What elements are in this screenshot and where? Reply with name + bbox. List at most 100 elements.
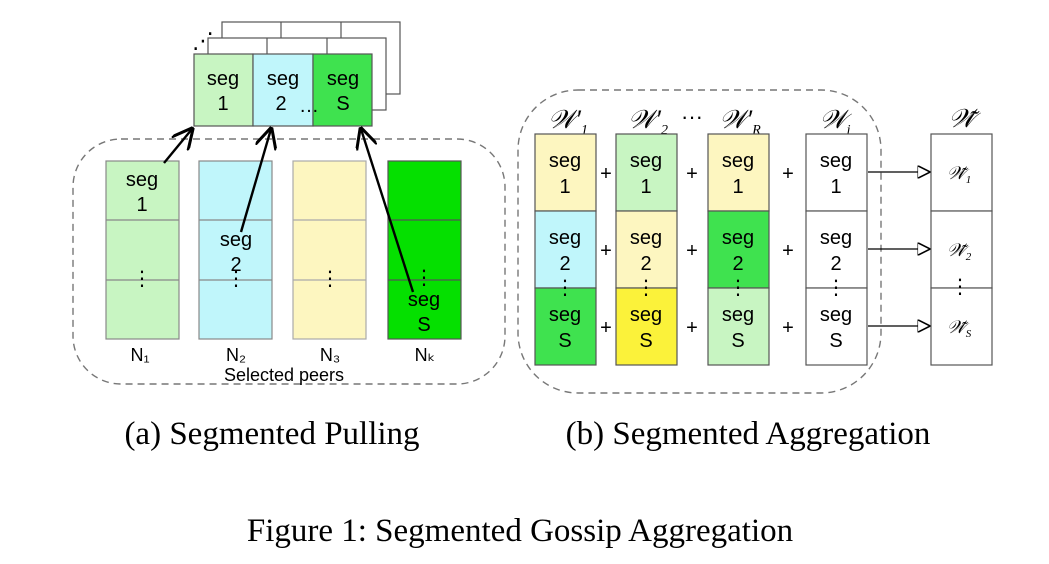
peer-column-n3: ⋮: [292, 160, 367, 340]
cell-seg-index: 1: [830, 176, 841, 198]
cell-r1-c2: [615, 133, 678, 212]
result-w-tilde-1: 𝒲̃1: [947, 163, 971, 186]
vertical-dots: ⋮: [226, 268, 246, 290]
header-w-i: 𝒲i: [819, 105, 852, 138]
cell-seg-index: 2: [559, 253, 570, 275]
figure-caption: Figure 1: Segmented Gossip Aggregation: [247, 513, 793, 549]
cell-r2-c3: [707, 210, 770, 289]
cell-r3-c1: [534, 287, 597, 366]
vertical-dots: ⋮: [826, 277, 846, 299]
cell-seg-index: 2: [830, 253, 841, 275]
pull-arrow-seg1: [163, 129, 192, 164]
cell-r1-c4: [805, 133, 868, 212]
pulled-seg-index: 1: [217, 93, 228, 115]
cell-seg-index: S: [639, 330, 652, 352]
plus-sign: +: [600, 240, 612, 262]
stack-ellipsis: ⋰: [192, 28, 214, 53]
result-cell-1: [930, 133, 993, 212]
pulled-seg-index: S: [336, 93, 349, 115]
cell-seg-label: seg: [820, 150, 852, 172]
peer-seg-label: seg: [220, 229, 252, 251]
header-w-tilde: 𝒲̃: [948, 104, 981, 133]
header-w-prime-2: 𝒲′2: [628, 105, 668, 138]
cell-texts: seg 1 seg 1 seg 1 seg 1 seg 2 seg 2 seg …: [549, 150, 852, 352]
panel-a-segmented-pulling: ⋰ seg 1 seg 2 … seg S seg 1 ⋮: [72, 21, 506, 452]
pulled-seg-index: 2: [275, 93, 286, 115]
vertical-dots: ⋮: [132, 268, 152, 290]
cell-seg-index: S: [558, 330, 571, 352]
peer-column-n1: seg 1 ⋮: [105, 160, 180, 340]
cell-r3-c3: [707, 287, 770, 366]
result-w-tilde-2: 𝒲̃2: [947, 240, 972, 263]
plus-sign: +: [782, 163, 794, 185]
result-arrows: [868, 172, 929, 326]
vertical-dots: ⋮: [636, 277, 656, 299]
peer-seg-index: 2: [230, 254, 241, 276]
panel-b-segmented-aggregation: 𝒲′1 𝒲′2 ··· 𝒲′R 𝒲i 𝒲̃: [517, 89, 993, 452]
cell-seg-label: seg: [630, 227, 662, 249]
peer-seg-label: seg: [126, 169, 158, 191]
cell-seg-label: seg: [549, 304, 581, 326]
cell-r1-c1: [534, 133, 597, 212]
plus-sign: +: [686, 163, 698, 185]
cell-r3-c2: [615, 287, 678, 366]
cell-seg-label: seg: [722, 227, 754, 249]
pulled-segment-s: [312, 53, 373, 127]
pulled-ellipsis: …: [299, 95, 319, 117]
cell-seg-index: 2: [732, 253, 743, 275]
panel-a-caption: (a) Segmented Pulling: [124, 416, 419, 452]
cell-seg-label: seg: [630, 304, 662, 326]
peer-label-n1: N₁: [130, 345, 149, 365]
cell-r2-c4: [805, 210, 868, 289]
result-cell-3: [930, 287, 993, 366]
peer-seg-index: 1: [136, 194, 147, 216]
cell-seg-index: 2: [640, 253, 651, 275]
cell-seg-index: 1: [732, 176, 743, 198]
panel-b-caption: (b) Segmented Aggregation: [566, 416, 931, 452]
plus-sign: +: [782, 240, 794, 262]
cell-r3-c4: [805, 287, 868, 366]
peer-columns: seg 1 ⋮ seg 2 ⋮ ⋮: [105, 160, 462, 340]
peer-label-n2: N₂: [226, 345, 246, 365]
cell-r1-c3: [707, 133, 770, 212]
result-w-tilde-s: 𝒲̃S: [947, 317, 972, 340]
header-w-prime-1: 𝒲′1: [548, 105, 588, 138]
pull-arrow-segs: [361, 129, 415, 293]
peer-label-n3: N₃: [320, 345, 340, 365]
peer-label-nk: Nₖ: [415, 345, 436, 365]
pulled-seg-label: seg: [267, 68, 299, 90]
vertical-dots: ⋮: [555, 277, 575, 299]
cell-seg-label: seg: [722, 150, 754, 172]
cell-seg-label: seg: [820, 304, 852, 326]
pulled-segment-2: [252, 53, 314, 127]
vertical-dots: ⋮: [414, 267, 434, 289]
plus-sign: +: [686, 317, 698, 339]
aggregation-grid: [534, 133, 993, 366]
cell-seg-label: seg: [722, 304, 754, 326]
pulled-model: seg 1 seg 2 … seg S: [193, 53, 373, 127]
cell-seg-index: S: [829, 330, 842, 352]
plus-sign: +: [686, 240, 698, 262]
cell-seg-index: S: [731, 330, 744, 352]
peer-seg-index: S: [417, 314, 430, 336]
result-texts: 𝒲̃1 𝒲̃2 ⋮ 𝒲̃S: [947, 163, 972, 340]
vertical-dots: ⋮: [320, 268, 340, 290]
header-w-prime-r: 𝒲′R: [719, 105, 761, 138]
cell-seg-index: 1: [640, 176, 651, 198]
cell-seg-label: seg: [549, 227, 581, 249]
plus-sign: +: [600, 163, 612, 185]
pulled-seg-label: seg: [327, 68, 359, 90]
result-cell-2: [930, 210, 993, 289]
plus-sign: +: [782, 317, 794, 339]
cell-r2-c1: [534, 210, 597, 289]
cell-seg-index: 1: [559, 176, 570, 198]
header-ellipsis: ···: [681, 104, 703, 129]
cell-seg-label: seg: [820, 227, 852, 249]
pull-arrows: [163, 129, 415, 293]
cell-r2-c2: [615, 210, 678, 289]
cell-seg-label: seg: [549, 150, 581, 172]
pulled-seg-label: seg: [207, 68, 239, 90]
result-vertical-dots: ⋮: [950, 276, 970, 298]
peer-seg-label: seg: [408, 289, 440, 311]
